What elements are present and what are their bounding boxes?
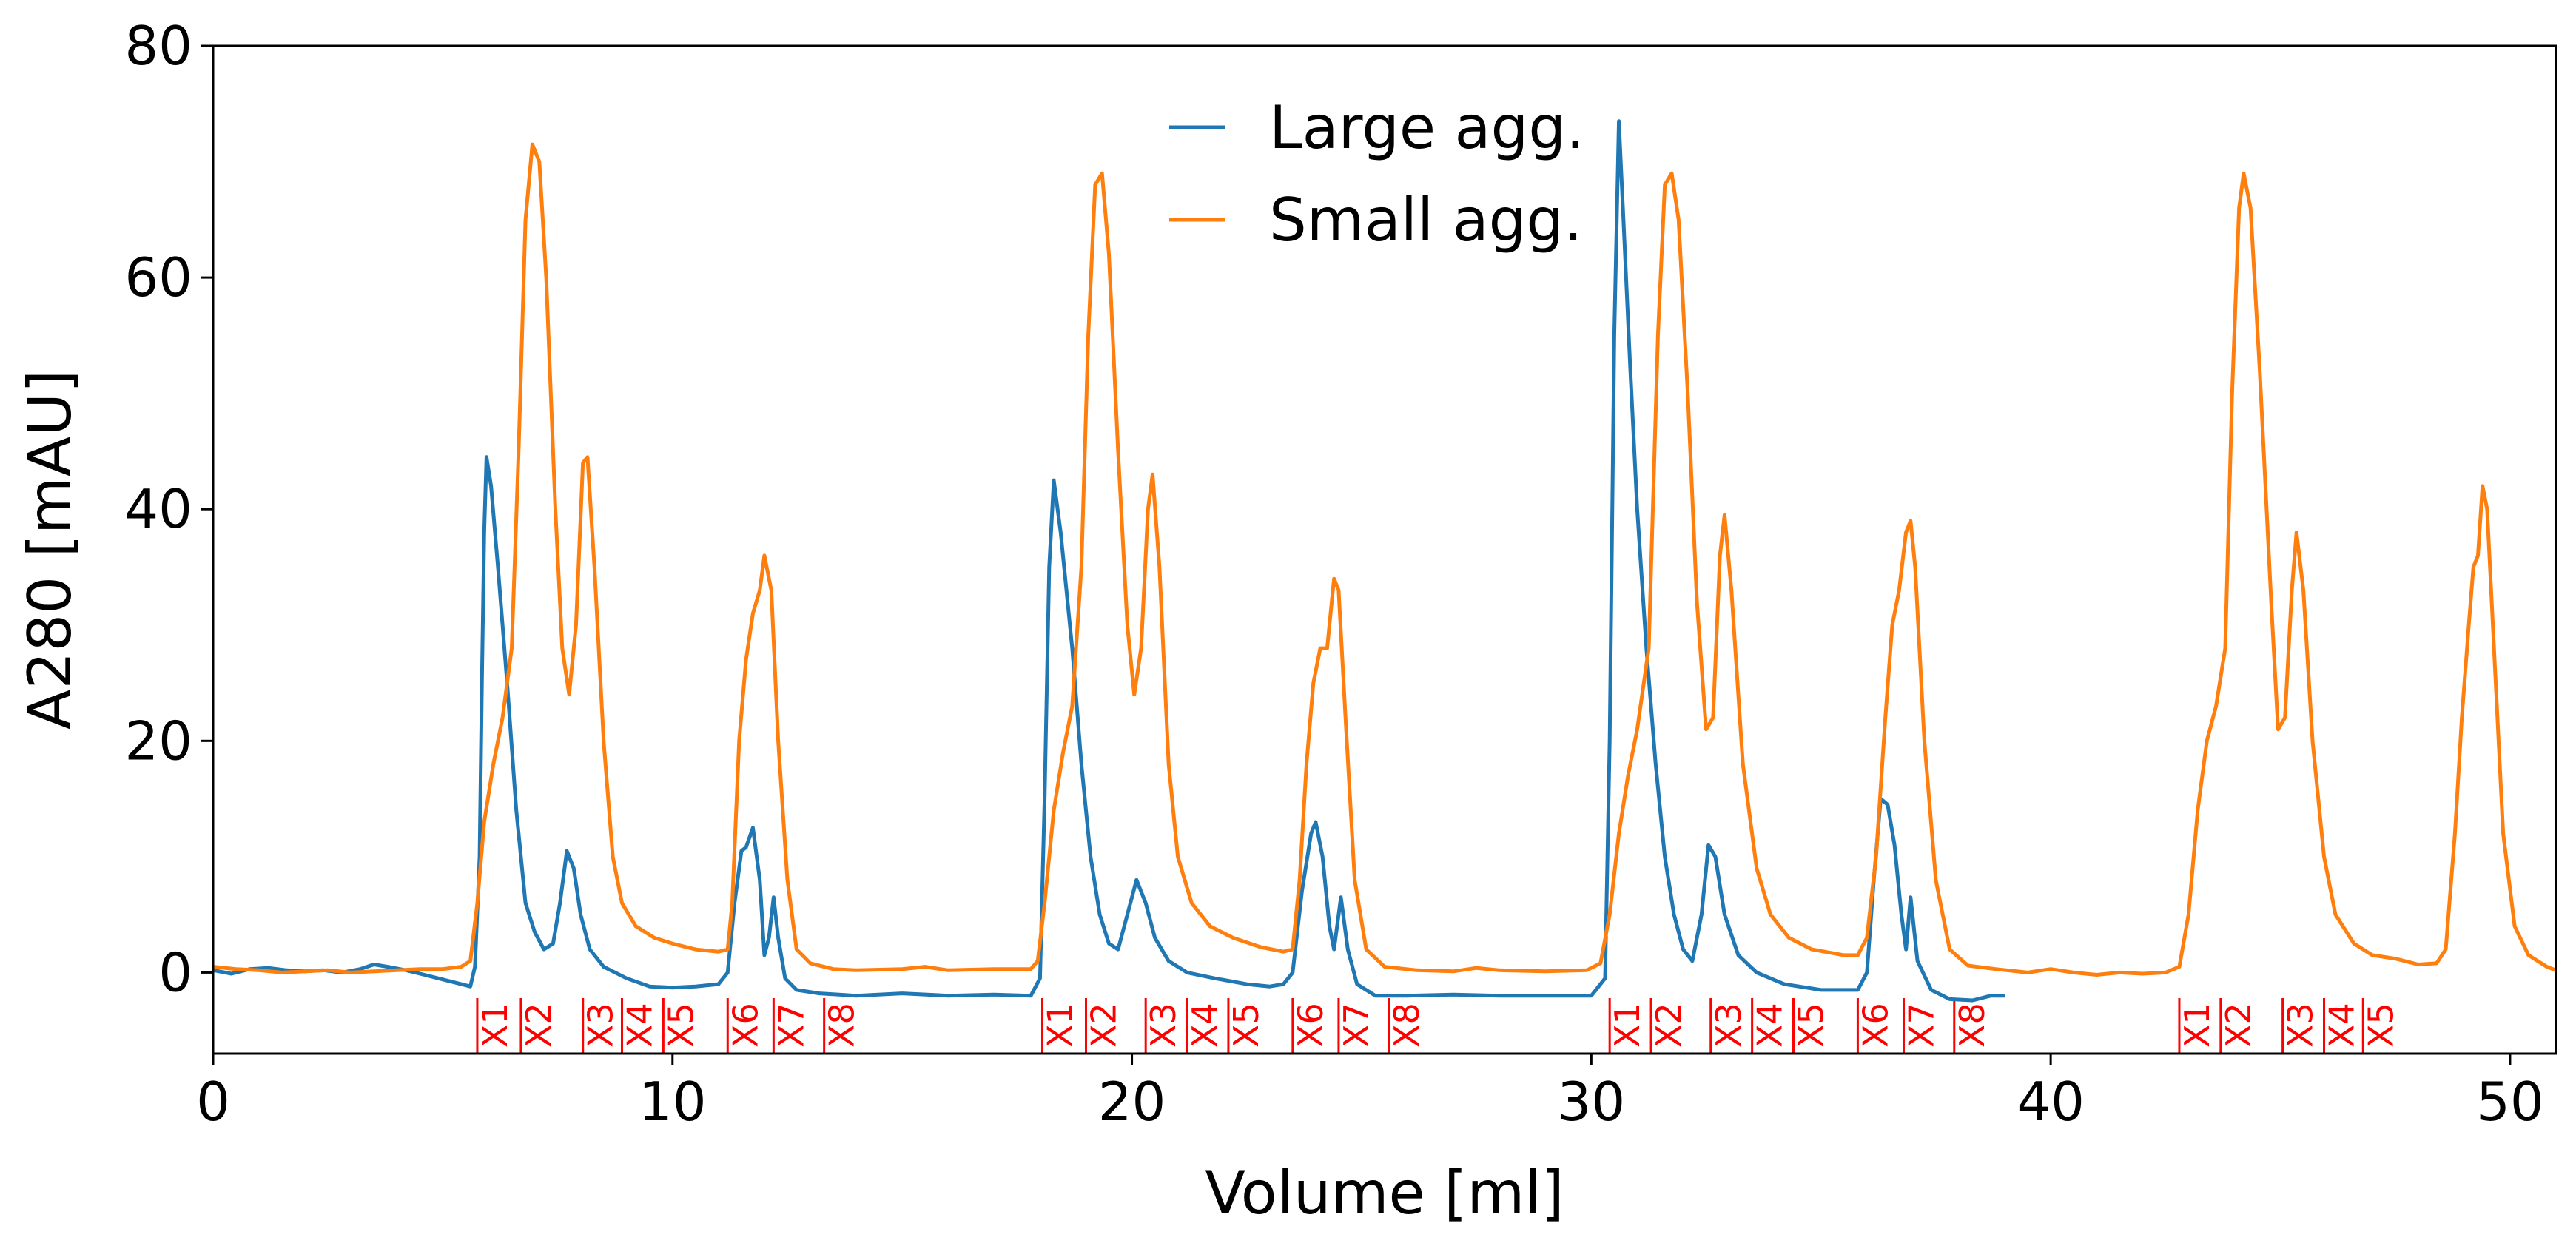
fraction-label: X4 [2322,1003,2362,1048]
y-tick-label: 20 [124,710,192,772]
fraction-label: X8 [1952,1003,1992,1048]
fraction-label: X5 [1226,1003,1266,1048]
fraction-label: X8 [822,1003,862,1048]
fraction-label: X3 [581,1003,621,1048]
x-tick-label: 30 [1558,1071,1626,1133]
y-tick-label: 0 [158,941,192,1003]
fraction-label: X4 [1750,1003,1790,1048]
plot-area-frame [212,44,2557,1055]
fraction-label: X1 [2177,1003,2217,1048]
fraction-label: X3 [1709,1003,1749,1048]
fraction-label: X7 [771,1003,811,1048]
fraction-label: X1 [1607,1003,1647,1048]
y-axis-label: A280 [mAU] [16,370,84,730]
x-axis: 0 10 20 30 40 50 [196,1054,2544,1133]
x-tick-label: 0 [196,1071,230,1133]
y-tick-label: 40 [124,478,192,540]
fraction-label: X6 [1855,1003,1895,1048]
x-tick-label: 10 [639,1071,707,1133]
legend: Large agg. Small agg. [1169,93,1585,255]
fraction-label: X2 [2219,1003,2259,1048]
x-tick-label: 50 [2476,1071,2544,1133]
x-axis-label: Volume [ml] [1205,1159,1564,1228]
x-tick-label: 20 [1098,1071,1166,1133]
fraction-label: X7 [1901,1003,1941,1048]
y-tick-label: 80 [124,15,192,77]
series-line-small-agg [212,142,2557,977]
fraction-label: X5 [661,1003,701,1048]
fraction-label: X3 [1143,1003,1183,1048]
fraction-label: X8 [1387,1003,1427,1048]
fraction-label: X4 [619,1003,659,1048]
y-tick-label: 60 [124,246,192,309]
fraction-label: X5 [1791,1003,1831,1048]
fraction-label: X6 [1291,1003,1331,1048]
fraction-label: X2 [1649,1003,1689,1048]
x-tick-label: 40 [2017,1071,2085,1133]
fraction-label: X2 [1083,1003,1123,1048]
legend-label: Large agg. [1269,93,1585,162]
series-lines [212,119,2557,1003]
fraction-label: X6 [725,1003,765,1048]
fraction-label: X1 [475,1003,515,1048]
fraction-label: X2 [519,1003,559,1048]
y-axis: 0 20 40 60 80 [124,15,213,1003]
series-line-large-agg [212,119,2005,1003]
fraction-label: X3 [2281,1003,2321,1048]
fraction-label: X7 [1336,1003,1376,1048]
fraction-label: X5 [2361,1003,2401,1048]
fraction-label: X1 [1040,1003,1080,1048]
fraction-label: X4 [1185,1003,1225,1048]
legend-label: Small agg. [1269,186,1583,255]
